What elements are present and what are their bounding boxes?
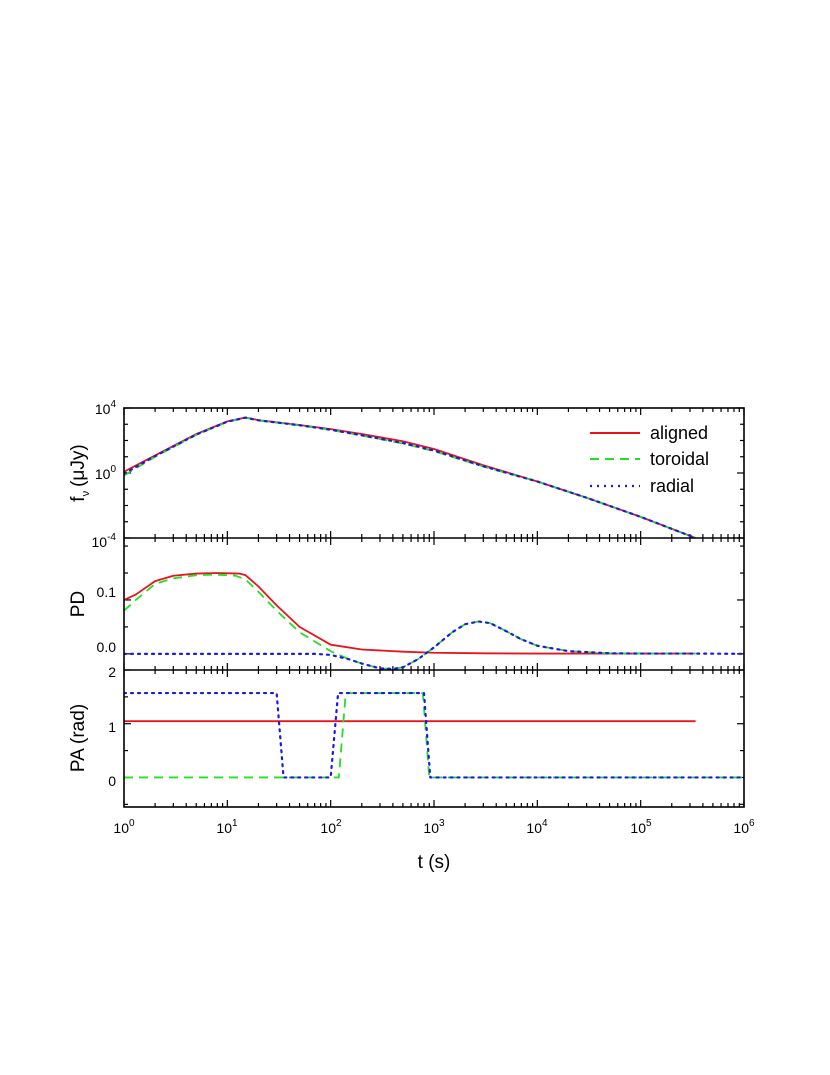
flux-tick-label-1e-4: 10-4: [92, 532, 117, 550]
plot-frame: [123, 407, 745, 808]
pd-y-axis-label: PD: [68, 591, 89, 617]
svg-text:fν(μJy): fν (μJy): [68, 444, 92, 501]
data-curves: [124, 416, 744, 779]
legend-label-radial: radial: [650, 476, 694, 496]
pd-tick-label-0p0: 0.0: [97, 639, 117, 655]
flux-y-tick-labels: 104 100 10-4: [92, 399, 117, 550]
pa-series-toroidal: [124, 692, 744, 779]
x-axis-label: t (s): [418, 852, 451, 873]
flux-tick-label-1e0: 100: [95, 464, 117, 482]
legend-label-aligned: aligned: [650, 423, 708, 443]
x-tick-label-1e1: 101: [216, 818, 238, 836]
pd-series-toroidal: [124, 573, 696, 670]
flux-series-group: [124, 416, 697, 538]
x-tick-label-1e6: 106: [733, 818, 755, 836]
flux-ylabel-unit: (μJy): [68, 444, 89, 487]
flux-series-toroidal: [124, 416, 696, 538]
pa-y-axis-label-group: PA (rad): [68, 704, 89, 772]
pa-tick-label-1: 1: [108, 719, 116, 735]
flux-series-radial: [124, 416, 697, 538]
legend: aligned toroidal radial: [590, 423, 709, 496]
flux-tick-label-1e4: 104: [95, 399, 117, 417]
legend-label-toroidal: toroidal: [650, 449, 709, 469]
x-tick-label-1e5: 105: [630, 818, 652, 836]
x-tick-label-1e0: 100: [113, 818, 135, 836]
pa-tick-label-2: 2: [108, 664, 116, 680]
x-tick-label-1e4: 104: [526, 818, 548, 836]
pa-y-axis-label: PA (rad): [68, 704, 89, 772]
x-tick-labels: 100 101 102 103 104 105 106: [113, 818, 755, 836]
pd-series-group: [124, 572, 744, 670]
pd-y-axis-label-group: PD: [68, 591, 89, 617]
pa-series-radial: [124, 691, 744, 779]
pa-y-tick-labels: 2 1 0: [108, 664, 116, 789]
flux-series-aligned: [124, 416, 696, 538]
pd-series-aligned: [124, 572, 696, 655]
flux-ylabel-main: f: [68, 496, 89, 502]
pd-y-tick-labels: 0.1 0.0: [97, 584, 117, 655]
pa-tick-label-0: 0: [108, 773, 116, 789]
flux-ylabel-sub: ν: [80, 490, 92, 496]
pa-series-group: [124, 691, 744, 779]
flux-y-axis-label: fν (μJy): [68, 444, 92, 501]
pd-tick-label-0p1: 0.1: [97, 584, 117, 600]
pd-series-radial: [124, 620, 744, 670]
x-tick-label-1e2: 102: [320, 818, 342, 836]
x-tick-label-1e3: 103: [423, 818, 445, 836]
